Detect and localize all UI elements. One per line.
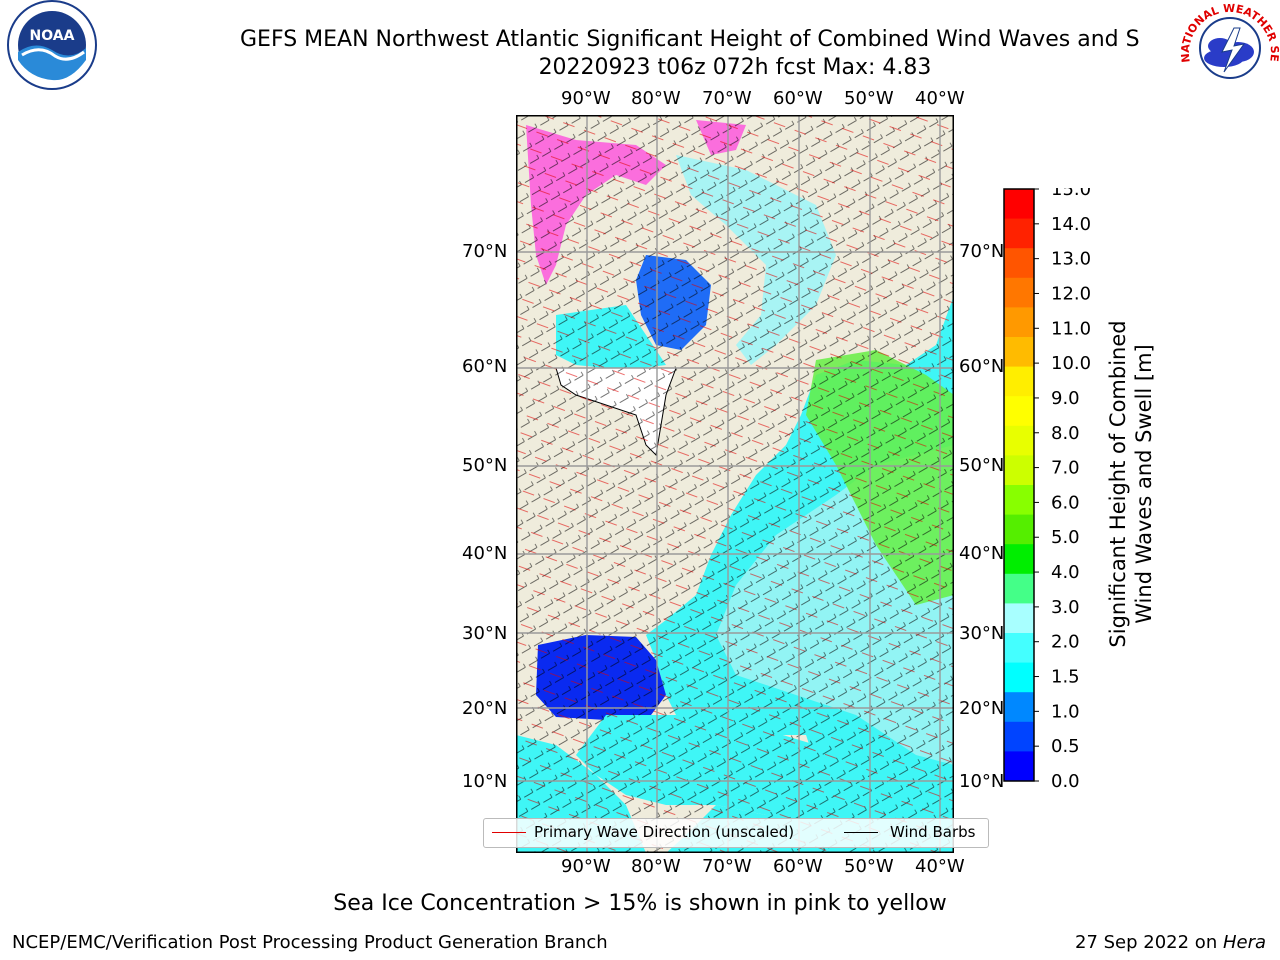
lon-tick-bottom: 60°W xyxy=(773,856,823,877)
noaa-logo: NOAA xyxy=(7,0,97,90)
colorbar-tick-label: 7.0 xyxy=(1051,458,1080,479)
graticule xyxy=(516,115,954,853)
colorbar-cell xyxy=(1004,573,1034,604)
colorbar-tick-label: 8.0 xyxy=(1051,423,1080,444)
lon-tick-top: 60°W xyxy=(773,88,823,109)
wave-direction-legend-label: Primary Wave Direction (unscaled) xyxy=(534,823,795,841)
lon-tick-bottom: 70°W xyxy=(702,856,752,877)
footer-host: Hera xyxy=(1222,932,1266,953)
wind-barbs-legend-label: Wind Barbs xyxy=(890,823,976,841)
colorbar-tick-label: 4.0 xyxy=(1051,562,1080,583)
lat-tick-right: 40°N xyxy=(959,543,1005,564)
colorbar-cell xyxy=(1004,277,1034,308)
chart-subtitle: 20220923 t06z 072h fcst Max: 4.83 xyxy=(538,55,932,80)
lat-tick-left: 30°N xyxy=(462,623,508,644)
lon-tick-top: 50°W xyxy=(844,88,894,109)
lat-tick-left: 40°N xyxy=(462,543,508,564)
colorbar-label-line1: Significant Height of Combined xyxy=(1106,320,1130,647)
lat-tick-right: 60°N xyxy=(959,356,1005,377)
lat-tick-left: 60°N xyxy=(462,356,508,377)
colorbar-cell xyxy=(1004,396,1034,427)
lon-tick-top: 40°W xyxy=(915,88,965,109)
lat-tick-right: 10°N xyxy=(959,771,1005,792)
colorbar-tick-label: 0.0 xyxy=(1051,771,1080,788)
chart-title: GEFS MEAN Northwest Atlantic Significant… xyxy=(240,27,1140,52)
lon-tick-top: 80°W xyxy=(631,88,681,109)
colorbar-cell xyxy=(1004,514,1034,545)
colorbar: 15.0 14.0 13.0 12.0 11.0 10.0 9.0 8.0 7.0 6.0 5.0 4… xyxy=(1003,188,1091,788)
lon-tick-bottom: 90°W xyxy=(561,856,611,877)
lon-tick-top: 70°W xyxy=(702,88,752,109)
colorbar-tick-label: 3.0 xyxy=(1051,597,1080,618)
colorbar-tick-label: 10.0 xyxy=(1051,353,1091,374)
colorbar-cell xyxy=(1004,603,1034,634)
colorbar-tick-label: 13.0 xyxy=(1051,249,1091,270)
colorbar-cell xyxy=(1004,485,1034,516)
colorbar-cell xyxy=(1004,692,1034,723)
lat-tick-left: 50°N xyxy=(462,455,508,476)
colorbar-label: Significant Height of Combined Wind Wave… xyxy=(1106,320,1156,647)
colorbar-cell xyxy=(1004,189,1034,220)
colorbar-frame xyxy=(1003,188,1035,782)
footer-date: 27 Sep 2022 on Hera xyxy=(1075,932,1266,953)
colorbar-cell xyxy=(1004,425,1034,456)
colorbar-cell xyxy=(1004,633,1034,664)
colorbar-tick-label: 12.0 xyxy=(1051,283,1091,304)
lat-tick-left: 20°N xyxy=(462,698,508,719)
lat-tick-right: 30°N xyxy=(959,623,1005,644)
colorbar-tick-label: 1.5 xyxy=(1051,667,1080,688)
colorbar-tick-label: 0.5 xyxy=(1051,736,1080,757)
colorbar-cell xyxy=(1004,721,1034,752)
lat-tick-left: 10°N xyxy=(462,771,508,792)
colorbar-label-line2: Wind Waves and Swell [m] xyxy=(1132,344,1156,624)
lat-tick-left: 70°N xyxy=(462,241,508,262)
sea-ice-note: Sea Ice Concentration > 15% is shown in … xyxy=(333,891,947,916)
colorbar-tick-label: 6.0 xyxy=(1051,492,1080,513)
nws-logo: NATIONAL WEATHER SERVICE xyxy=(1178,0,1280,94)
lon-tick-bottom: 80°W xyxy=(631,856,681,877)
colorbar-cell xyxy=(1004,307,1034,338)
colorbar-cell xyxy=(1004,662,1034,693)
noaa-logo-text: NOAA xyxy=(30,28,75,44)
colorbar-cell xyxy=(1004,751,1034,782)
colorbar-cell xyxy=(1004,366,1034,397)
colorbar-tick-label: 14.0 xyxy=(1051,214,1091,235)
map-legend: Primary Wave Direction (unscaled) Wind B… xyxy=(483,818,989,848)
colorbar-cell xyxy=(1004,248,1034,279)
colorbar-tick-label: 2.0 xyxy=(1051,632,1080,653)
colorbar-cell xyxy=(1004,544,1034,575)
map-panel xyxy=(516,115,954,853)
lat-tick-right: 50°N xyxy=(959,455,1005,476)
colorbar-tick-label: 1.0 xyxy=(1051,701,1080,722)
colorbar-tick-label: 11.0 xyxy=(1051,318,1091,339)
colorbar-cell xyxy=(1004,455,1034,486)
lon-tick-bottom: 40°W xyxy=(915,856,965,877)
lat-tick-right: 70°N xyxy=(959,241,1005,262)
colorbar-tick-label: 15.0 xyxy=(1051,188,1091,200)
lat-tick-right: 20°N xyxy=(959,698,1005,719)
footer-credit: NCEP/EMC/Verification Post Processing Pr… xyxy=(12,932,608,953)
colorbar-tick-label: 9.0 xyxy=(1051,388,1080,409)
lon-tick-top: 90°W xyxy=(561,88,611,109)
colorbar-cell xyxy=(1004,337,1034,368)
colorbar-cell xyxy=(1004,218,1034,249)
lon-tick-bottom: 50°W xyxy=(844,856,894,877)
wave-direction-legend-line xyxy=(492,832,526,833)
colorbar-tick-label: 5.0 xyxy=(1051,527,1080,548)
wind-barbs-legend-line xyxy=(844,832,878,833)
footer-date-text: 27 Sep 2022 on xyxy=(1075,932,1223,953)
